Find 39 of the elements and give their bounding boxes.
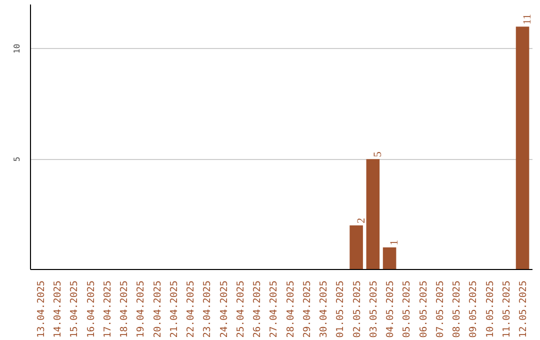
- bar: [516, 26, 530, 270]
- data-label: 1: [388, 240, 401, 246]
- y-tick-label: 10: [12, 44, 22, 54]
- x-tick-label: 05.05.2025: [402, 280, 413, 338]
- x-tick-label: 14.04.2025: [52, 280, 64, 338]
- x-tick-label: 13.04.2025: [36, 280, 47, 338]
- x-tick-label: 25.04.2025: [235, 280, 246, 338]
- x-tick-label: 24.04.2025: [218, 280, 230, 338]
- x-tick-label: 22.04.2025: [186, 280, 197, 338]
- x-tick-label: 06.05.2025: [418, 280, 430, 338]
- x-tick-label: 23.04.2025: [202, 280, 214, 338]
- x-tick-label: 09.05.2025: [468, 280, 480, 338]
- x-tick-label: 15.04.2025: [69, 280, 80, 338]
- x-tick-label: 21.04.2025: [168, 280, 180, 338]
- x-tick-label: 26.04.2025: [252, 280, 264, 338]
- bar: [382, 247, 396, 270]
- x-tick-label: 16.04.2025: [86, 280, 97, 338]
- data-label: 5: [372, 151, 384, 158]
- data-label: 11: [522, 14, 534, 25]
- x-tick-label: 18.04.2025: [119, 280, 130, 338]
- x-tick-label: 03.05.2025: [368, 280, 380, 338]
- x-tick-label: 10.05.2025: [484, 280, 496, 338]
- x-tick-label: 12.05.2025: [518, 280, 530, 338]
- x-tick-label: 02.05.2025: [352, 280, 363, 338]
- x-tick-label: 07.05.2025: [434, 280, 446, 338]
- data-label: 2: [355, 218, 368, 224]
- x-tick-label: 30.04.2025: [318, 280, 330, 338]
- bar: [366, 159, 380, 270]
- x-tick-label: 29.04.2025: [302, 280, 313, 338]
- x-tick-label: 08.05.2025: [452, 280, 463, 338]
- x-tick-label: 20.04.2025: [152, 280, 164, 338]
- x-tick-label: 17.04.2025: [102, 280, 114, 338]
- x-tick-label: 28.04.2025: [285, 280, 296, 338]
- bar: [350, 225, 363, 270]
- x-tick-label: 01.05.2025: [335, 280, 346, 338]
- x-tick-label: 19.04.2025: [136, 280, 147, 338]
- x-tick-label: 27.04.2025: [268, 280, 280, 338]
- x-tick-label: 11.05.2025: [501, 280, 512, 338]
- x-tick-label: 04.05.2025: [385, 280, 396, 338]
